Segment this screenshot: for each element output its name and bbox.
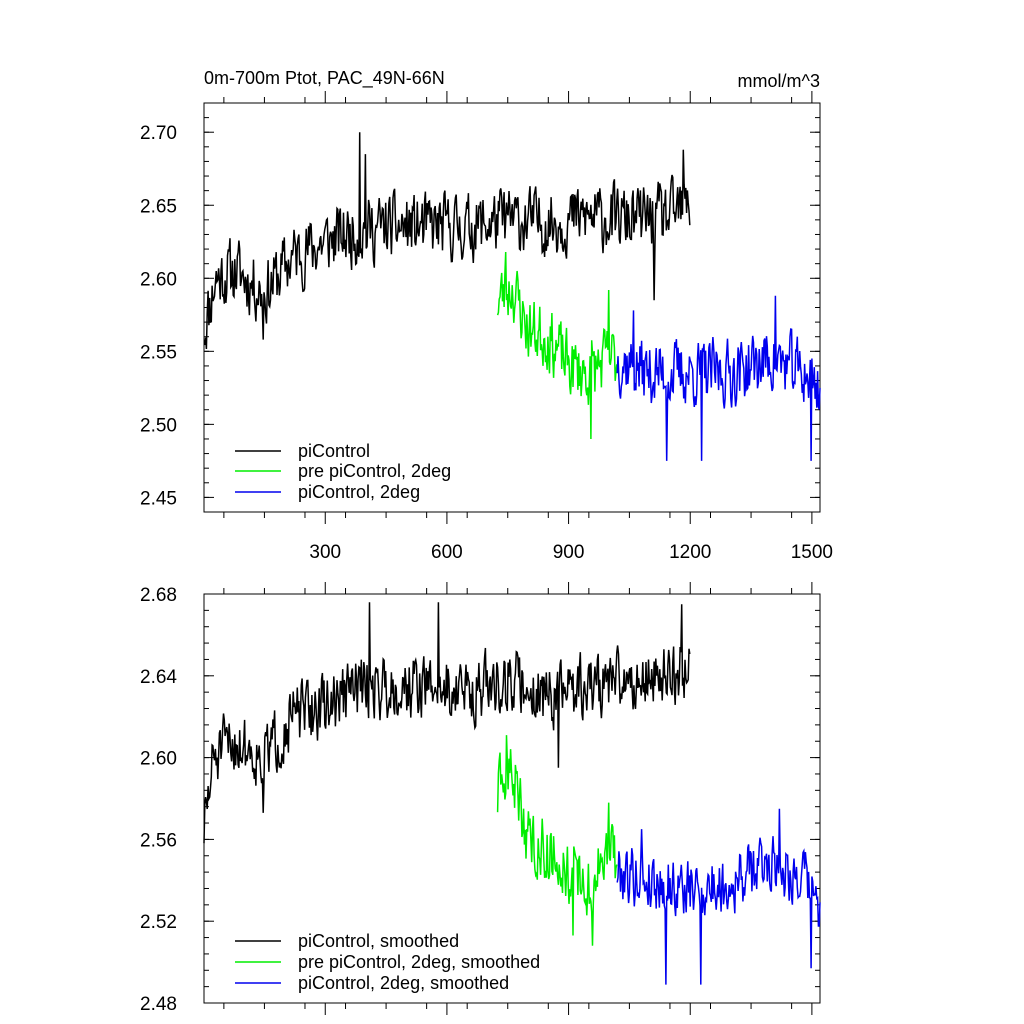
y-tick-label: 2.60 [140, 269, 177, 290]
raw-timeseries-chart: 0m-700m Ptot, PAC_49N-66N mmol/m^3 2.452… [140, 68, 833, 563]
series-lines [203, 602, 821, 985]
series-line-pre-piControl-2deg [496, 251, 618, 440]
y-tick-label: 2.68 [140, 585, 177, 606]
x-tick-label: 1500 [791, 542, 833, 563]
x-axis-ticks [223, 582, 813, 1015]
units-label: mmol/m^3 [738, 71, 820, 91]
y-tick-label: 2.45 [140, 488, 177, 509]
series-line-piControl-2deg [616, 295, 821, 461]
x-tick-label: 300 [309, 542, 341, 563]
x-tick-label: 600 [431, 542, 463, 563]
y-tick-label: 2.60 [140, 749, 177, 770]
y-tick-label: 2.52 [140, 912, 177, 933]
y-tick-label: 2.48 [140, 994, 177, 1015]
smoothed-timeseries-chart: 2.48 2.52 2.56 2.60 2.64 2.68 piControl, smoo… [140, 582, 821, 1015]
y-tick-label: 2.64 [140, 667, 177, 688]
y-axis-ticks: 2.45 2.50 2.55 2.60 2.65 2.70 [140, 102, 820, 513]
series-line-piControl-smoothed [203, 602, 691, 844]
y-tick-label: 2.56 [140, 830, 177, 851]
legend-label-picontrol-smoothed: piControl, smoothed [298, 931, 459, 951]
legend-label-pre-picontrol-2deg: pre piControl, 2deg [298, 461, 451, 481]
y-tick-label: 2.55 [140, 342, 177, 363]
series-line-piControl [203, 132, 691, 350]
chart-title: 0m-700m Ptot, PAC_49N-66N [204, 68, 445, 89]
y-tick-label: 2.70 [140, 123, 177, 144]
y-tick-label: 2.50 [140, 415, 177, 436]
series-line-pre-piControl-2deg-smoothed [496, 735, 618, 946]
y-tick-label: 2.65 [140, 196, 177, 217]
x-tick-label: 900 [553, 542, 585, 563]
legend-label-picontrol-2deg-smoothed: piControl, 2deg, smoothed [298, 973, 509, 993]
legend: piControl, smoothed pre piControl, 2deg,… [235, 931, 540, 993]
y-axis-ticks: 2.48 2.52 2.56 2.60 2.64 2.68 [140, 585, 820, 1015]
x-tick-label: 1200 [669, 542, 711, 563]
plot-frame [203, 593, 821, 1004]
legend: piControl pre piControl, 2deg piControl,… [235, 441, 451, 502]
x-axis-ticks: 300 600 900 1200 1500 [223, 91, 833, 563]
legend-label-picontrol: piControl [298, 441, 370, 461]
legend-label-pre-picontrol-2deg-smoothed: pre piControl, 2deg, smoothed [298, 952, 540, 972]
series-lines [203, 132, 821, 461]
series-line-piControl-2deg-smoothed [616, 808, 821, 985]
legend-label-picontrol-2deg: piControl, 2deg [298, 482, 420, 502]
